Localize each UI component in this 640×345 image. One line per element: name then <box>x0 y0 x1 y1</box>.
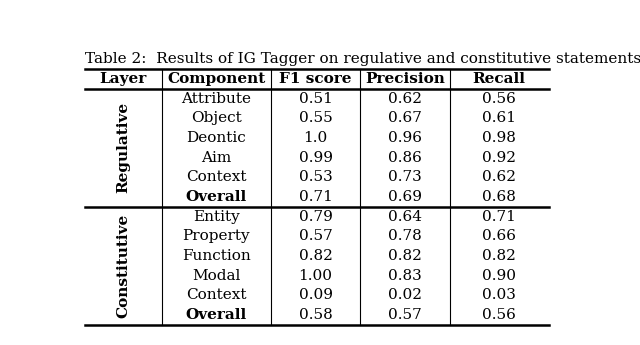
Text: 0.55: 0.55 <box>299 111 332 126</box>
Text: 0.71: 0.71 <box>482 210 516 224</box>
Text: 0.56: 0.56 <box>482 92 516 106</box>
Text: Recall: Recall <box>472 72 525 86</box>
Text: 0.53: 0.53 <box>299 170 332 185</box>
Text: 0.68: 0.68 <box>482 190 516 204</box>
Text: 0.69: 0.69 <box>388 190 422 204</box>
Text: 0.03: 0.03 <box>482 288 516 302</box>
Text: 0.98: 0.98 <box>482 131 516 145</box>
Text: 0.64: 0.64 <box>388 210 422 224</box>
Text: Function: Function <box>182 249 251 263</box>
Text: 0.66: 0.66 <box>482 229 516 243</box>
Text: 0.02: 0.02 <box>388 288 422 302</box>
Text: 0.58: 0.58 <box>299 308 332 322</box>
Text: Table 2:  Results of IG Tagger on regulative and constitutive statements.: Table 2: Results of IG Tagger on regulat… <box>85 52 640 66</box>
Text: 0.82: 0.82 <box>388 249 422 263</box>
Text: 0.96: 0.96 <box>388 131 422 145</box>
Text: Attribute: Attribute <box>181 92 252 106</box>
Text: Object: Object <box>191 111 242 126</box>
Text: Context: Context <box>186 288 246 302</box>
Text: 0.51: 0.51 <box>299 92 333 106</box>
Text: Deontic: Deontic <box>186 131 246 145</box>
Text: 1.0: 1.0 <box>303 131 328 145</box>
Text: 0.83: 0.83 <box>388 269 422 283</box>
Text: 1.00: 1.00 <box>299 269 333 283</box>
Text: Component: Component <box>167 72 266 86</box>
Text: Overall: Overall <box>186 308 247 322</box>
Text: 0.82: 0.82 <box>299 249 333 263</box>
Text: 0.78: 0.78 <box>388 229 422 243</box>
Text: 0.99: 0.99 <box>299 151 333 165</box>
Text: 0.57: 0.57 <box>299 229 332 243</box>
Text: Constitutive: Constitutive <box>116 214 131 318</box>
Text: Entity: Entity <box>193 210 240 224</box>
Text: Layer: Layer <box>100 72 147 86</box>
Text: 0.73: 0.73 <box>388 170 422 185</box>
Text: Overall: Overall <box>186 190 247 204</box>
Text: 0.57: 0.57 <box>388 308 422 322</box>
Text: 0.79: 0.79 <box>299 210 333 224</box>
Text: 0.71: 0.71 <box>299 190 333 204</box>
Text: 0.62: 0.62 <box>482 170 516 185</box>
Text: Regulative: Regulative <box>116 102 131 194</box>
Text: F1 score: F1 score <box>279 72 352 86</box>
Text: 0.86: 0.86 <box>388 151 422 165</box>
Text: Context: Context <box>186 170 246 185</box>
Text: 0.67: 0.67 <box>388 111 422 126</box>
Text: 0.56: 0.56 <box>482 308 516 322</box>
Text: 0.92: 0.92 <box>482 151 516 165</box>
Text: Aim: Aim <box>201 151 232 165</box>
Text: 0.62: 0.62 <box>388 92 422 106</box>
Text: 0.90: 0.90 <box>482 269 516 283</box>
Text: 0.82: 0.82 <box>482 249 516 263</box>
Text: Property: Property <box>182 229 250 243</box>
Text: Precision: Precision <box>365 72 445 86</box>
Text: 0.09: 0.09 <box>299 288 333 302</box>
Text: Modal: Modal <box>192 269 241 283</box>
Text: 0.61: 0.61 <box>482 111 516 126</box>
